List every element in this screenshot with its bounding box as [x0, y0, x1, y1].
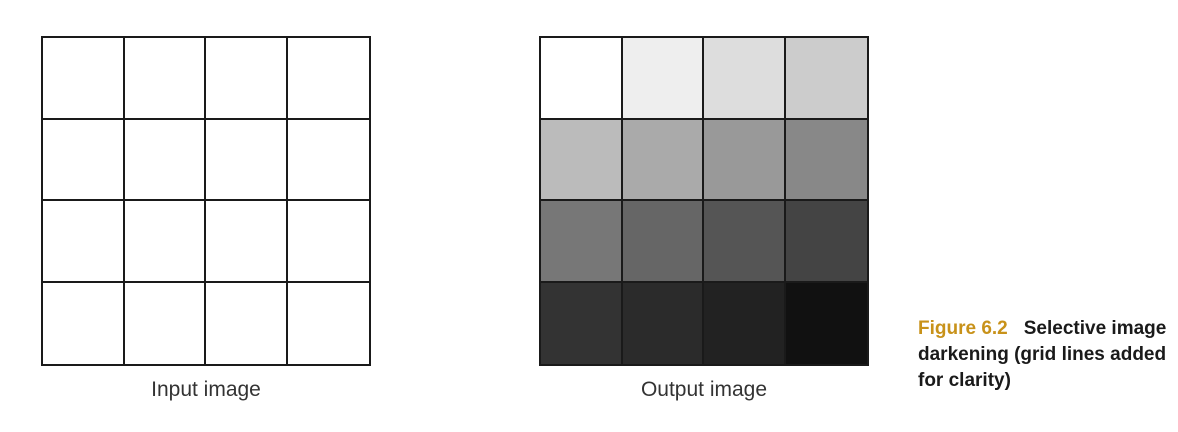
input-cell-r4-c4 — [288, 283, 370, 365]
input-cell-r3-c2 — [125, 201, 207, 283]
input-cell-r1-c4 — [288, 38, 370, 120]
output-cell-r2-c1 — [541, 120, 623, 202]
figure-label: Figure 6.2 — [918, 318, 1008, 339]
input-cell-r1-c2 — [125, 38, 207, 120]
output-cell-r1-c1 — [541, 38, 623, 120]
input-cell-r1-c3 — [206, 38, 288, 120]
input-cell-r3-c3 — [206, 201, 288, 283]
output-cell-r4-c1 — [541, 283, 623, 365]
output-image-caption: Output image — [539, 378, 869, 402]
output-cell-r1-c3 — [704, 38, 786, 120]
output-cell-r3-c4 — [786, 201, 868, 283]
input-cell-r2-c4 — [288, 120, 370, 202]
output-cell-r1-c4 — [786, 38, 868, 120]
output-cell-r2-c4 — [786, 120, 868, 202]
input-image-caption: Input image — [41, 378, 371, 402]
input-cell-r2-c2 — [125, 120, 207, 202]
input-cell-r3-c1 — [43, 201, 125, 283]
output-cell-r4-c4 — [786, 283, 868, 365]
output-cell-r1-c2 — [623, 38, 705, 120]
output-cell-r4-c3 — [704, 283, 786, 365]
figure-caption: Figure 6.2 Selective image darkening (gri… — [918, 316, 1173, 394]
input-cell-r3-c4 — [288, 201, 370, 283]
input-cell-r2-c3 — [206, 120, 288, 202]
output-cell-r2-c2 — [623, 120, 705, 202]
input-cell-r4-c2 — [125, 283, 207, 365]
output-cell-r3-c1 — [541, 201, 623, 283]
input-image-grid — [41, 36, 371, 366]
input-cell-r2-c1 — [43, 120, 125, 202]
output-cell-r2-c3 — [704, 120, 786, 202]
output-cell-r4-c2 — [623, 283, 705, 365]
input-cell-r1-c1 — [43, 38, 125, 120]
output-cell-r3-c2 — [623, 201, 705, 283]
input-cell-r4-c1 — [43, 283, 125, 365]
output-cell-r3-c3 — [704, 201, 786, 283]
output-image-grid — [539, 36, 869, 366]
input-cell-r4-c3 — [206, 283, 288, 365]
